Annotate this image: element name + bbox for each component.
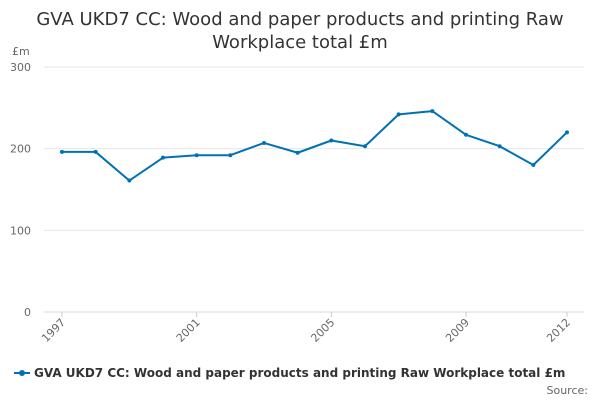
data-point[interactable] [531, 163, 536, 167]
x-axis-ticks: 1997 2001 2005 2009 2012 [39, 312, 573, 345]
x-tick-label: 2001 [174, 316, 203, 345]
data-point[interactable] [161, 155, 165, 160]
data-point[interactable] [93, 149, 98, 154]
y-tick-label: 100 [10, 224, 31, 237]
series-line-0 [61, 110, 568, 182]
gridlines [44, 66, 584, 313]
legend-label: GVA UKD7 CC: Wood and paper products and… [34, 366, 566, 380]
data-point[interactable] [565, 130, 569, 135]
data-point[interactable] [228, 153, 233, 158]
data-point[interactable] [60, 149, 64, 154]
data-point[interactable] [329, 138, 334, 143]
data-point[interactable] [363, 144, 367, 149]
y-axis-unit-label: £m [12, 45, 30, 58]
chart-title-line-1: GVA UKD7 CC: Wood and paper products and… [36, 9, 564, 30]
y-tick-label: 200 [10, 143, 31, 156]
source-label: Source: [546, 384, 589, 397]
data-point[interactable] [430, 109, 435, 114]
legend[interactable]: GVA UKD7 CC: Wood and paper products and… [14, 366, 565, 380]
data-point[interactable] [497, 144, 502, 149]
data-point[interactable] [262, 140, 266, 145]
x-tick-label: 1997 [39, 316, 68, 345]
data-point[interactable] [295, 150, 300, 155]
legend-line-marker-icon [14, 368, 30, 378]
y-tick-label: 0 [24, 306, 31, 319]
x-tick-label: 2012 [544, 316, 573, 345]
y-axis-tick-labels: 0 100 200 300 [10, 61, 31, 319]
data-point[interactable] [194, 153, 199, 158]
x-tick-label: 2009 [443, 316, 472, 345]
series-layer [60, 109, 569, 183]
data-point[interactable] [127, 178, 132, 183]
chart-title-line-2: Workplace total £m [212, 32, 388, 53]
y-tick-label: 300 [10, 61, 31, 74]
chart-title: GVA UKD7 CC: Wood and paper products and… [0, 8, 600, 54]
data-point[interactable] [464, 132, 468, 137]
line-chart: 0 100 200 300 £m 1997 2001 2005 2009 2012 [10, 45, 584, 345]
x-tick-label: 2005 [308, 316, 337, 345]
data-point[interactable] [396, 112, 401, 117]
